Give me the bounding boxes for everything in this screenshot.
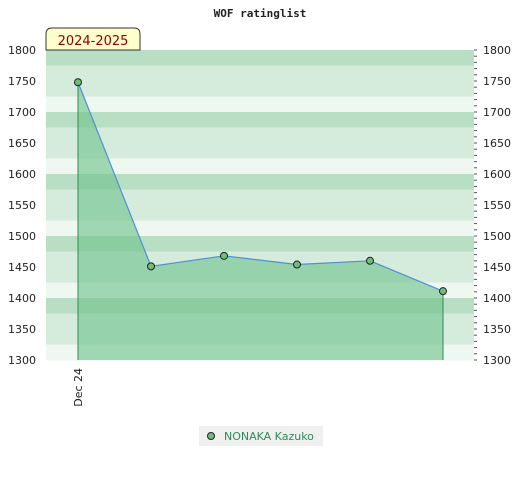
x-tick-label: Dec 24 [72,368,85,407]
y-tick-label-left: 1350 [8,323,36,336]
background-band [46,65,474,82]
background-band [46,96,474,113]
y-tick-label-right: 1500 [483,230,511,243]
data-point [220,251,228,260]
y-tick-label-right: 1300 [483,354,511,367]
background-band [46,143,474,159]
data-point [366,256,374,265]
data-points [74,78,447,296]
legend-marker [207,432,215,440]
data-point [293,260,301,269]
y-tick-label-left: 1550 [8,199,36,212]
y-tick-label-left: 1400 [8,292,36,305]
rating-area [78,82,443,361]
y-tick-label-right: 1700 [483,106,511,119]
data-point [439,287,447,296]
y-axis-right: 1300 1350 1400 1450 1500 1550 1600 1650 1700 1750… [474,44,511,367]
legend: NONAKA Kazuko [199,426,323,446]
y-axis-left: 1300 1350 1400 1450 1500 1550 1600 1650 1700 1750… [8,44,36,367]
background-band [46,236,474,252]
season-label: 2024-2025 [58,34,129,49]
y-tick-label-right: 1650 [483,137,511,150]
rating-area-layer [77,82,444,361]
y-tick-label-left: 1800 [8,44,36,57]
background-band [46,220,474,237]
y-tick-label-right: 1800 [483,44,511,57]
y-tick-label-left: 1700 [8,106,36,119]
legend-box [199,426,323,446]
background-band [46,158,474,175]
y-tick-label-left: 1500 [8,230,36,243]
y-tick-label-right: 1350 [483,323,511,336]
legend-series-name: NONAKA Kazuko [224,430,314,443]
background-band [46,81,474,97]
background-band [46,205,474,221]
background-band [46,50,474,66]
y-tick-label-right: 1750 [483,75,511,88]
y-tick-label-left: 1300 [8,354,36,367]
y-tick-label-right: 1450 [483,261,511,274]
data-point [74,78,82,87]
background-band [46,112,474,128]
y-tick-label-left: 1600 [8,168,36,181]
season-badge-box [45,27,141,51]
background-band [46,174,474,190]
background-band [46,127,474,144]
y-tick-label-right: 1600 [483,168,511,181]
x-axis: Dec 24 [72,368,85,407]
rating-line [77,82,444,292]
season-badge: 2024-2025 [45,27,141,51]
y-tick-label-left: 1450 [8,261,36,274]
y-tick-label-right: 1400 [483,292,511,305]
chart-title: WOF ratinglist [214,7,307,20]
y-tick-label-left: 1750 [8,75,36,88]
y-tick-label-left: 1650 [8,137,36,150]
background-band [46,189,474,206]
data-point [147,262,155,271]
y-tick-label-right: 1550 [483,199,511,212]
